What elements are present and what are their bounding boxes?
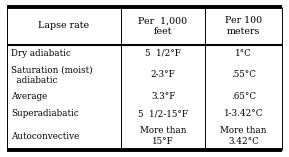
Text: 5  1/2°F: 5 1/2°F	[145, 49, 181, 58]
Text: .55°C: .55°C	[231, 70, 256, 79]
Text: Per  1,000
feet: Per 1,000 feet	[138, 16, 188, 36]
Text: Per 100
meters: Per 100 meters	[225, 16, 262, 36]
Text: 5  1/2-15°F: 5 1/2-15°F	[138, 109, 188, 118]
Text: More than
15°F: More than 15°F	[140, 126, 186, 146]
Text: Dry adiabatic: Dry adiabatic	[11, 49, 71, 58]
Text: 3.3°F: 3.3°F	[151, 92, 175, 101]
Text: .65°C: .65°C	[231, 92, 256, 101]
Text: 2-3°F: 2-3°F	[151, 70, 175, 79]
Text: Saturation (moist)
  adiabatic: Saturation (moist) adiabatic	[11, 65, 93, 85]
Text: More than
3.42°C: More than 3.42°C	[220, 126, 267, 146]
Text: Average: Average	[11, 92, 47, 101]
Text: 1°C: 1°C	[235, 49, 252, 58]
Text: 1-3.42°C: 1-3.42°C	[224, 109, 263, 118]
Text: Lapse rate: Lapse rate	[38, 22, 90, 30]
Text: Autoconvective: Autoconvective	[11, 132, 79, 141]
Text: Superadiabatic: Superadiabatic	[11, 109, 79, 118]
